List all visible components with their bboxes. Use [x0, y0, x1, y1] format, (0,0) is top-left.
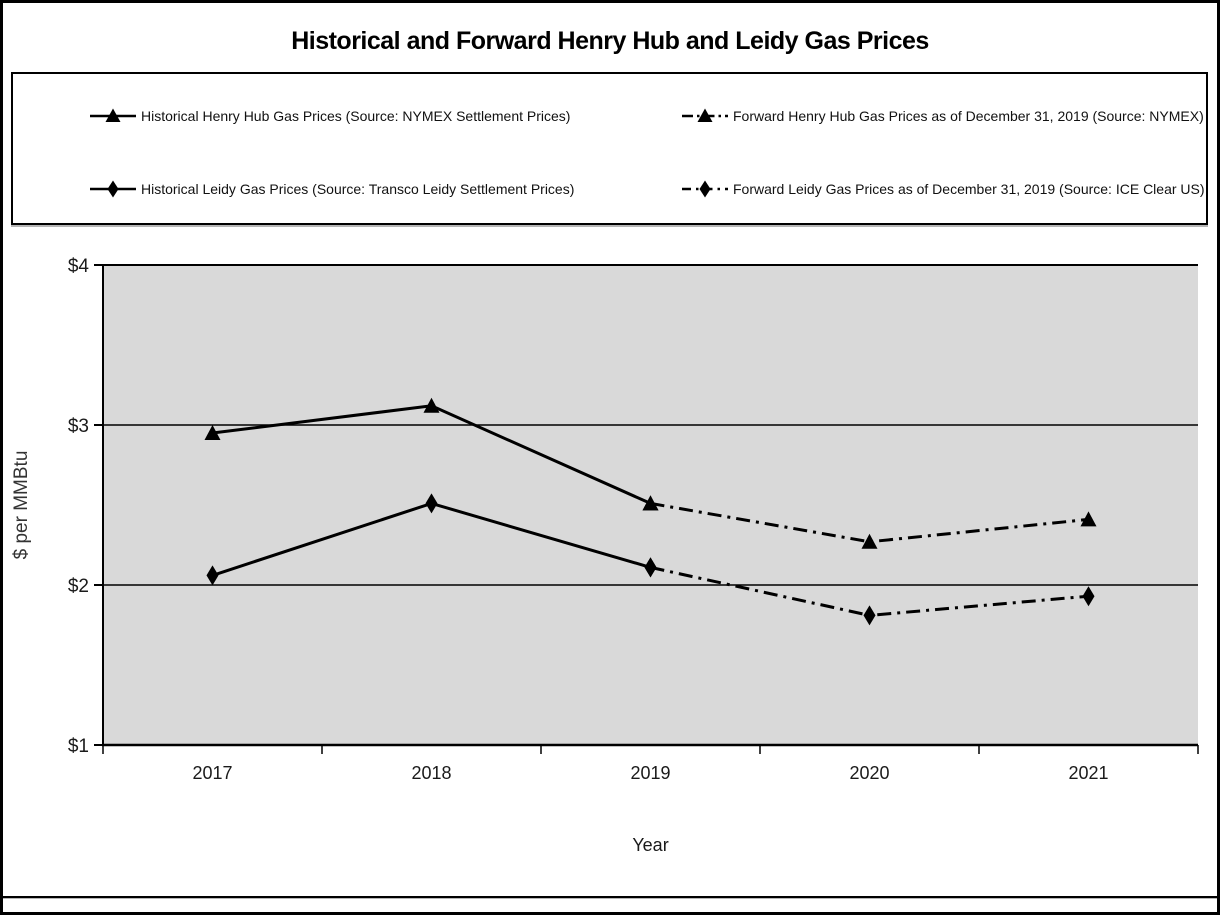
price-line-chart: $4 $3 $2 $1 2017 2018 2019 2020 2021 Year $ per MM…: [11, 256, 1199, 855]
y-tick-label-1: $1: [68, 736, 89, 757]
solid-line-triangle-marker-icon: [90, 108, 136, 122]
triangle-marker-s0-2017[interactable]: [204, 425, 221, 440]
x-axis-title: Year: [632, 835, 668, 855]
y-tick-label-2: $2: [68, 576, 89, 597]
x-tick-label-2020: 2020: [849, 763, 889, 783]
y-tick-label-4: $4: [68, 256, 90, 277]
diamond-marker-s2-2017[interactable]: [206, 565, 219, 586]
x-tick-label-2021: 2021: [1068, 763, 1108, 783]
legend-item-historical-henry-hub: Historical Henry Hub Gas Prices (Source:…: [89, 104, 570, 128]
legend-label: Historical Henry Hub Gas Prices (Source:…: [141, 108, 571, 124]
legend-label: Historical Leidy Gas Prices (Source: Tra…: [141, 181, 575, 197]
legend-item-historical-leidy: Historical Leidy Gas Prices (Source: Tra…: [89, 177, 574, 201]
diamond-marker-s3-2020[interactable]: [863, 605, 876, 626]
triangle-marker-s0-2018[interactable]: [423, 397, 440, 413]
diamond-marker-s2-2018[interactable]: [425, 493, 438, 514]
triangle-marker-s1-2020[interactable]: [861, 533, 878, 549]
legend-label: Forward Henry Hub Gas Prices as of Decem…: [733, 108, 1204, 124]
legend-box: Historical Henry Hub Gas Prices (Source:…: [11, 72, 1208, 225]
chart-title: Historical and Forward Henry Hub and Lei…: [291, 27, 929, 55]
x-tick-label-2019: 2019: [630, 763, 670, 783]
legend-item-forward-leidy: Forward Leidy Gas Prices as of December …: [681, 177, 1205, 201]
series-line-1[interactable]: [650, 501, 1089, 544]
diamond-marker-s3-2021[interactable]: [1082, 586, 1095, 607]
triangle-marker-s1-2019[interactable]: [642, 495, 659, 511]
x-tick-label-2017: 2017: [192, 763, 232, 783]
legend-label: Forward Leidy Gas Prices as of December …: [733, 181, 1205, 197]
triangle-marker-s1-2021[interactable]: [1080, 511, 1097, 527]
y-tick-label-3: $3: [68, 416, 89, 437]
solid-line-diamond-marker-icon: [90, 180, 136, 198]
x-tick-label-2018: 2018: [411, 763, 451, 783]
y-axis-title: $ per MMBtu: [11, 451, 32, 560]
dashdot-line-diamond-marker-icon: [682, 180, 728, 198]
dashdot-line-triangle-marker-icon: [682, 108, 728, 122]
diamond-marker-s3-2019[interactable]: [644, 557, 657, 578]
legend-item-forward-henry-hub: Forward Henry Hub Gas Prices as of Decem…: [681, 104, 1204, 128]
chart-bottom-rule: [3, 896, 1217, 898]
